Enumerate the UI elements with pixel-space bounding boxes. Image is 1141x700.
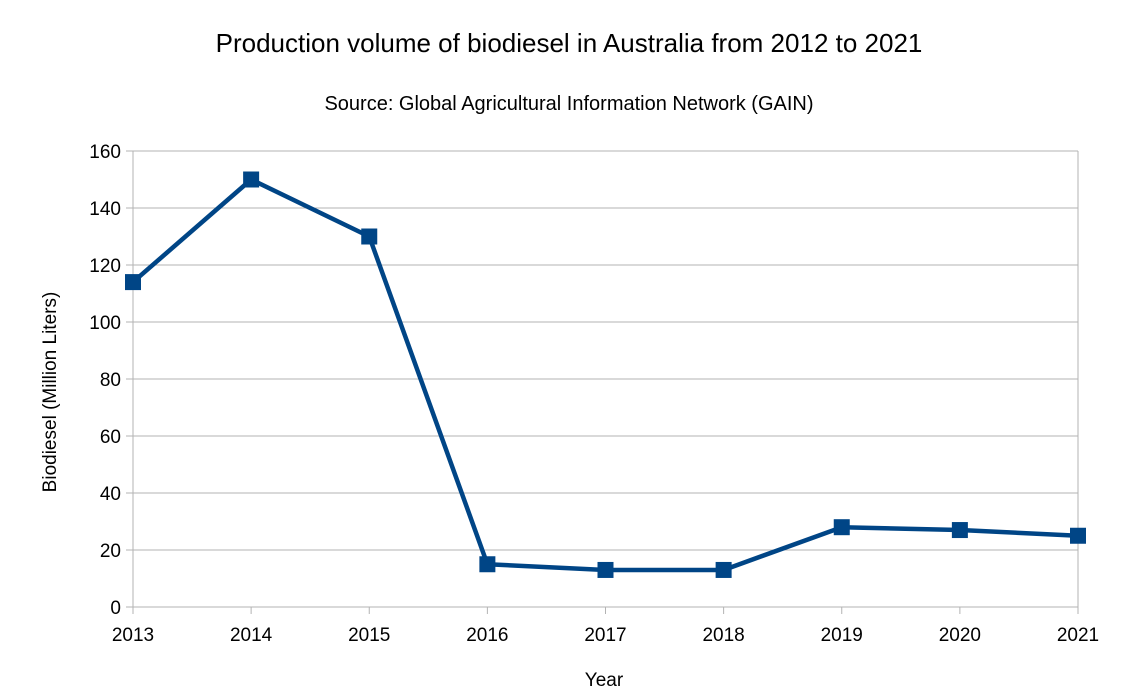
y-tick-label: 140 <box>89 199 121 220</box>
y-tick-label: 40 <box>100 484 121 505</box>
x-tick-label: 2014 <box>230 625 273 646</box>
x-tick-label: 2015 <box>348 625 390 646</box>
data-point <box>597 561 614 578</box>
y-tick-label: 20 <box>100 541 121 562</box>
data-point <box>361 228 378 245</box>
data-point <box>125 274 141 291</box>
x-tick-label: 2013 <box>112 625 154 646</box>
y-axis-title: Biodiesel (Million Liters) <box>40 292 61 493</box>
data-point <box>833 519 850 536</box>
x-tick-label: 2021 <box>1057 625 1099 646</box>
plot-area: 0 20 40 60 80 100 120 140 160 2013 2014 2015 2016 201… <box>89 142 1099 646</box>
x-tick-label: 2016 <box>466 625 508 646</box>
x-tick-label: 2019 <box>821 625 863 646</box>
x-tick-label: 2020 <box>939 625 981 646</box>
data-point <box>243 171 260 188</box>
x-tick-label: 2018 <box>702 625 744 646</box>
series-line <box>131 177 1079 573</box>
y-tick-label: 0 <box>110 598 121 619</box>
data-point <box>951 522 968 539</box>
y-tick-label: 160 <box>89 142 121 163</box>
x-axis-title: Year <box>585 670 624 691</box>
x-tick-label: 2017 <box>584 625 626 646</box>
data-point <box>479 556 496 573</box>
chart-title: Production volume of biodiesel in Austra… <box>216 28 923 58</box>
data-point <box>715 561 732 578</box>
data-point <box>1070 527 1086 544</box>
y-tick-label: 120 <box>89 256 121 277</box>
y-tick-label: 100 <box>89 313 121 334</box>
y-tick-label: 80 <box>100 370 121 391</box>
chart-subtitle: Source: Global Agricultural Information … <box>324 93 813 115</box>
y-tick-label: 60 <box>100 427 121 448</box>
